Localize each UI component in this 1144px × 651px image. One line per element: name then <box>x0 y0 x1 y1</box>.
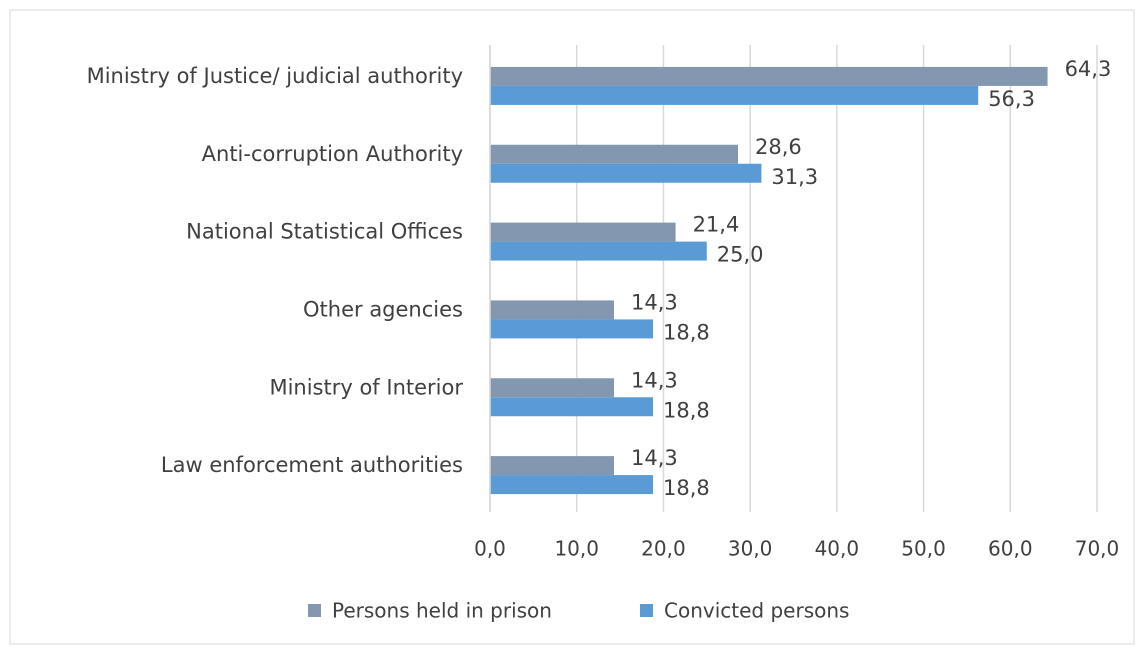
legend-swatch <box>640 604 653 617</box>
data-label: 14,3 <box>631 368 678 392</box>
bar <box>490 85 979 105</box>
bar <box>490 475 654 495</box>
data-label: 25,0 <box>717 243 764 267</box>
bar <box>490 319 654 339</box>
x-tick-label: 30,0 <box>728 537 773 561</box>
bar <box>490 241 707 261</box>
y-tick-label: Other agencies <box>303 297 463 321</box>
x-tick-label: 50,0 <box>901 537 946 561</box>
bar <box>490 66 1048 86</box>
x-tick-label: 70,0 <box>1075 537 1120 561</box>
bar <box>490 378 615 398</box>
x-tick-label: 20,0 <box>641 537 686 561</box>
legend-label: Convicted persons <box>664 599 849 623</box>
data-label: 18,8 <box>663 320 710 344</box>
bar <box>490 222 676 242</box>
x-tick-label: 10,0 <box>554 537 599 561</box>
data-label: 14,3 <box>631 446 678 470</box>
y-tick-label: Ministry of Interior <box>269 375 463 399</box>
x-tick-label: 60,0 <box>988 537 1033 561</box>
data-label: 18,8 <box>663 476 710 500</box>
legend-swatch <box>308 604 321 617</box>
data-label: 56,3 <box>988 87 1035 111</box>
bar <box>490 456 615 476</box>
y-tick-label: Anti-corruption Authority <box>202 142 463 166</box>
data-label: 64,3 <box>1065 57 1112 81</box>
bar <box>490 144 739 164</box>
bar <box>490 300 615 320</box>
data-label: 31,3 <box>771 165 818 189</box>
data-label: 28,6 <box>755 135 802 159</box>
legend-label: Persons held in prison <box>332 599 552 623</box>
data-label: 21,4 <box>693 213 740 237</box>
y-tick-label: Ministry of Justice/ judicial authority <box>87 64 463 88</box>
bar <box>490 163 762 183</box>
bar <box>490 397 654 417</box>
data-label: 18,8 <box>663 398 710 422</box>
x-tick-label: 40,0 <box>815 537 860 561</box>
data-label: 14,3 <box>631 290 678 314</box>
y-tick-label: National Statistical Offices <box>186 220 463 244</box>
x-tick-label: 0,0 <box>474 537 506 561</box>
y-tick-label: Law enforcement authorities <box>161 453 463 477</box>
